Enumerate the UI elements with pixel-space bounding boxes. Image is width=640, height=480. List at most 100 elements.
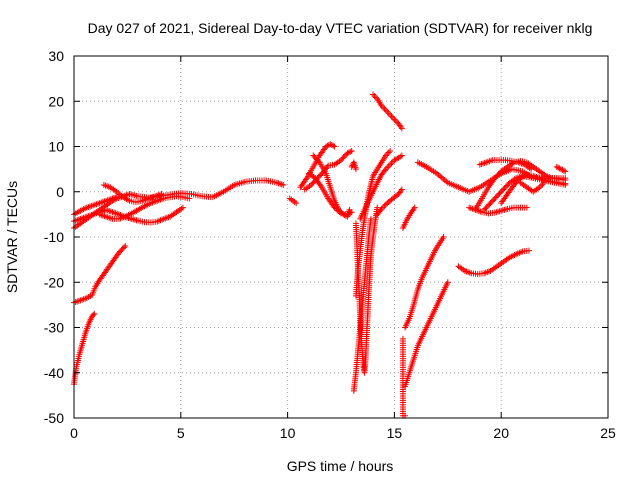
series-track [71, 310, 98, 388]
data-point [499, 187, 506, 194]
data-point [308, 181, 315, 188]
data-point [398, 125, 405, 132]
data-point [500, 186, 507, 193]
data-point [525, 247, 532, 254]
x-tick-label: 15 [387, 425, 403, 441]
data-point [374, 204, 381, 211]
y-tick-label: 0 [56, 184, 64, 200]
data-point [115, 249, 122, 256]
data-point [491, 195, 498, 202]
series-track [286, 195, 300, 207]
data-point [315, 157, 322, 164]
data-point [502, 183, 509, 190]
data-point [310, 152, 317, 159]
data-point [119, 245, 126, 252]
data-point [482, 205, 489, 212]
data-point [440, 234, 447, 240]
y-axis-label: SDTVAR / TECUs [4, 181, 20, 293]
data-point [389, 114, 396, 121]
series-track [71, 194, 120, 218]
data-point [382, 107, 389, 114]
series-track [374, 186, 405, 218]
data-point [309, 180, 316, 187]
x-tick-label: 25 [600, 425, 616, 441]
data-point [348, 148, 355, 155]
series-track [455, 247, 532, 278]
series-track [399, 335, 409, 419]
data-point [317, 172, 324, 179]
data-point [495, 191, 502, 198]
series-track [402, 279, 451, 390]
data-point [496, 190, 503, 197]
series-track [352, 148, 394, 299]
data-point [367, 215, 374, 222]
x-axis-label: GPS time / hours [287, 458, 394, 474]
x-tick-label: 0 [70, 425, 78, 441]
data-point [491, 175, 498, 182]
series-track [414, 159, 569, 195]
data-point [562, 168, 569, 175]
y-tick-label: -30 [44, 320, 64, 336]
series-track [348, 159, 359, 173]
x-tick-label: 20 [493, 425, 509, 441]
data-point [328, 141, 335, 148]
y-tick-label: -20 [44, 274, 64, 290]
data-point [385, 110, 392, 117]
data-point [487, 200, 494, 207]
data-point [562, 180, 569, 187]
series-track [399, 204, 418, 231]
data-point [501, 185, 508, 192]
data-point [484, 202, 491, 209]
series-track [466, 204, 530, 217]
series-track [96, 193, 193, 222]
data-point [511, 181, 518, 188]
y-tick-label: 10 [48, 139, 64, 155]
series-track [498, 171, 569, 207]
y-tick-label: -40 [44, 365, 64, 381]
series-track [517, 179, 547, 195]
data-point [387, 161, 394, 168]
data-point [331, 143, 338, 150]
data-point [411, 204, 418, 211]
data-point [512, 180, 519, 187]
series-track [100, 181, 165, 206]
data-point [493, 193, 500, 200]
data-point [488, 198, 495, 205]
data-point [186, 195, 193, 202]
data-point [341, 153, 348, 160]
data-point [381, 105, 388, 112]
data-point [330, 142, 337, 149]
series-track [357, 152, 405, 222]
data-point [398, 186, 405, 193]
data-point [387, 148, 394, 155]
grid-lines [74, 56, 608, 418]
data-point [492, 194, 499, 201]
data-point [495, 171, 502, 178]
data-point [523, 204, 530, 211]
data-point [311, 153, 318, 160]
data-point [398, 152, 405, 159]
data-point [490, 197, 497, 204]
data-point [113, 194, 120, 201]
y-tick-label: -10 [44, 229, 64, 245]
data-point [371, 92, 378, 99]
data-point [381, 202, 388, 209]
data-point [494, 172, 501, 179]
data-point [117, 248, 124, 255]
data-point [394, 155, 401, 162]
series-track [310, 152, 353, 220]
data-point [347, 148, 354, 155]
series-track [370, 91, 405, 132]
data-point [90, 312, 97, 319]
data-point [493, 173, 500, 180]
data-point [497, 189, 504, 196]
x-tick-label: 5 [177, 425, 185, 441]
series-track [305, 170, 355, 218]
data-point [540, 179, 547, 186]
data-point [388, 160, 395, 167]
data-point [388, 113, 395, 120]
data-point [312, 155, 319, 162]
data-point [280, 181, 287, 188]
data-point [346, 206, 353, 213]
data-point [91, 310, 98, 317]
